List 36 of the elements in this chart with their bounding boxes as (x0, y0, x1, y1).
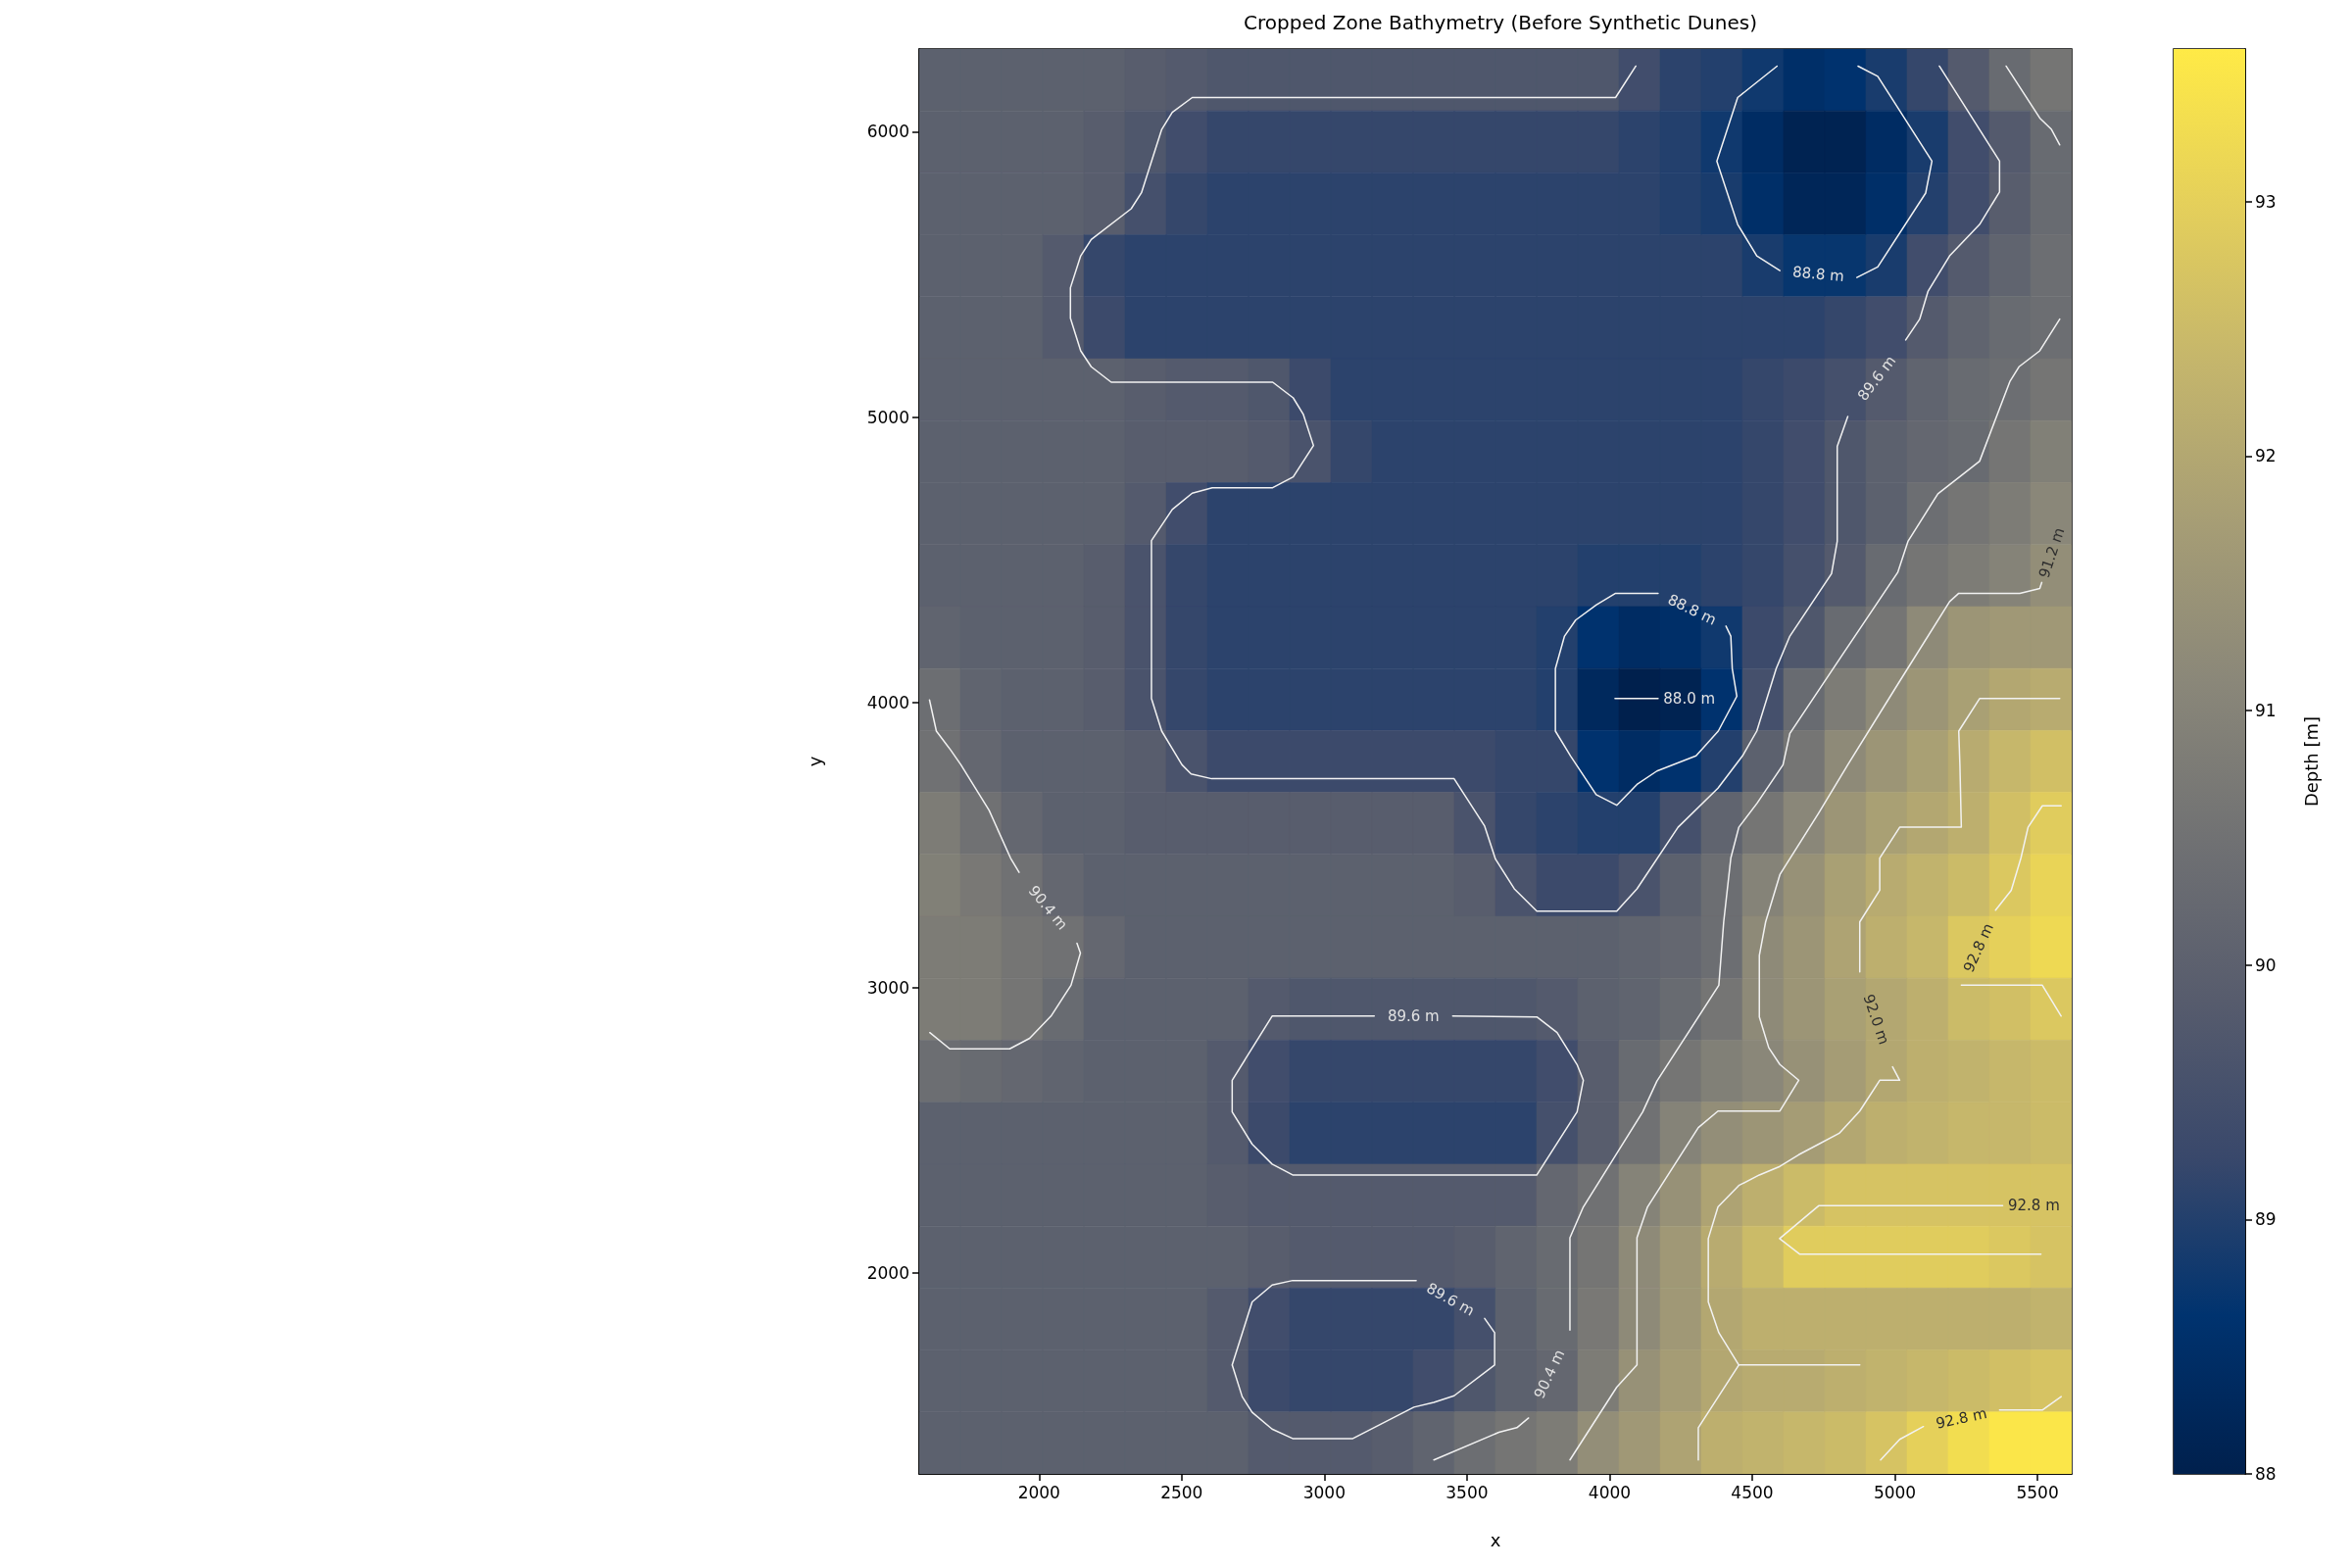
color-bar-label: 90 (2255, 955, 2277, 975)
line-series (1569, 581, 2043, 1461)
text: 90.4 m (1530, 1347, 1569, 1401)
color-bar-label: 92 (2255, 446, 2277, 466)
chart-title: Cropped Zone Bathymetry (Before Synthetic Dunes) (1244, 11, 1757, 34)
x-tick-label: 5500 (2016, 1482, 2059, 1502)
x-tick-label: 3500 (1446, 1482, 1489, 1502)
text: 92.8 m (1959, 920, 1997, 975)
x-tick-label: 4000 (1588, 1482, 1632, 1502)
y-tick-label: 5000 (866, 407, 909, 427)
y-tick-label: 4000 (866, 692, 909, 712)
color-bar-label: 89 (2255, 1209, 2277, 1230)
x-tick-label: 2500 (1160, 1482, 1203, 1502)
line-series (2005, 65, 2061, 146)
x-tick-label: 5000 (1873, 1482, 1917, 1502)
color-bar-label: 88 (2255, 1464, 2277, 1484)
x-tick-label: 4500 (1731, 1482, 1774, 1502)
text: 88.8 m (1791, 263, 1845, 285)
x-axis-title: x (1490, 1529, 1501, 1550)
x-tick-label: 2000 (1017, 1482, 1060, 1502)
text: 89.6 m (1423, 1279, 1478, 1320)
y-tick-label: 6000 (866, 122, 909, 142)
series-label: 89.6 m (1387, 1006, 1440, 1025)
y-tick-label: 2000 (866, 1262, 909, 1283)
color-bar-title: Depth [m] (2300, 715, 2322, 808)
color-bar-label: 93 (2255, 191, 2277, 212)
y-tick-label: 3000 (866, 977, 909, 998)
series-label: 92.8 m (2007, 1197, 2060, 1215)
series-label: 88.0 m (1663, 689, 1716, 708)
text: 92.8 m (1934, 1403, 1989, 1433)
color-bar-label: 91 (2255, 701, 2277, 721)
text: 91.2 m (2034, 525, 2069, 581)
y-axis-title: y (804, 756, 825, 767)
text: 88.8 m (1664, 590, 1720, 629)
x-tick-label: 3000 (1302, 1482, 1346, 1502)
text: 92.0 m (1859, 992, 1893, 1048)
